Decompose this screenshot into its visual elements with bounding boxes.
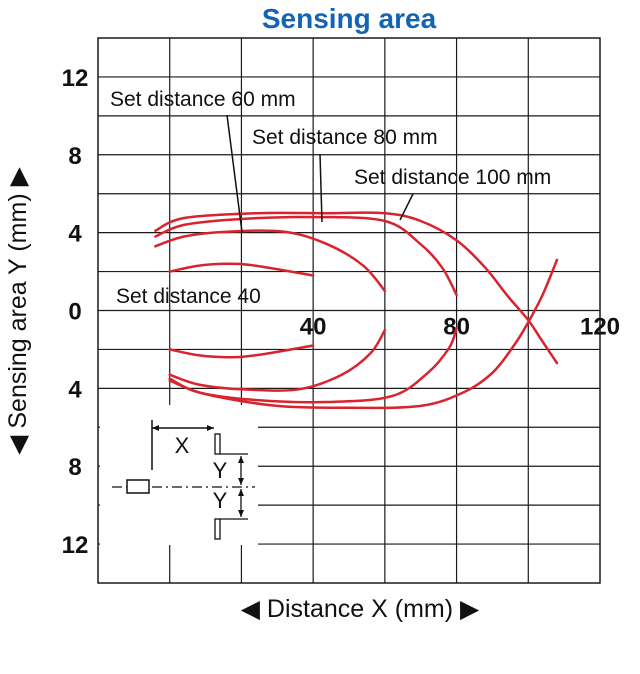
label-set-distance-40: Set distance 40 bbox=[116, 285, 261, 308]
y-axis-label: ◀ Sensing area Y (mm) ▶ bbox=[4, 166, 32, 454]
y-tick-label: 12 bbox=[62, 65, 89, 92]
leader-line-60 bbox=[226, 114, 243, 233]
label-set-distance-80: Set distance 80 mm bbox=[252, 126, 438, 149]
chart-title: Sensing area bbox=[262, 3, 437, 34]
x-axis-label: ◀ Distance X (mm) ▶ bbox=[241, 595, 480, 623]
curve-set-distance-60-mm-lower bbox=[168, 328, 387, 392]
curve-set-distance-100-mm-lower bbox=[168, 258, 559, 410]
inset-target-lower bbox=[214, 518, 221, 540]
inset-x-arrow-left bbox=[152, 425, 159, 431]
inset-background bbox=[100, 405, 258, 545]
curve-set-distance-40-upper bbox=[168, 262, 315, 277]
curve-labels: Set distance 60 mm Set distance 80 mm Se… bbox=[110, 88, 551, 308]
inset-target-upper bbox=[214, 433, 221, 455]
inset-y-label-lower: Y bbox=[213, 488, 228, 513]
label-set-distance-100: Set distance 100 mm bbox=[354, 166, 551, 189]
y-tick-label: 4 bbox=[68, 376, 82, 403]
y-tick-label: 12 bbox=[62, 532, 89, 559]
inset-sensor-body bbox=[126, 479, 150, 494]
x-tick-label: 40 bbox=[300, 314, 327, 341]
inset-x-arrow-right bbox=[207, 425, 214, 431]
label-leader-lines bbox=[226, 114, 414, 233]
leader-line-80 bbox=[319, 153, 323, 223]
label-set-distance-60: Set distance 60 mm bbox=[110, 88, 296, 111]
sensing-curves bbox=[154, 211, 559, 410]
inset-x-label: X bbox=[175, 433, 190, 458]
x-tick-label: 120 bbox=[580, 314, 620, 341]
y-tick-label: 8 bbox=[68, 143, 81, 170]
inset-y-lower-arrow-top bbox=[238, 489, 244, 496]
curve-set-distance-60-mm-upper bbox=[154, 229, 387, 293]
leader-line-100 bbox=[399, 193, 414, 221]
inset-y-upper-arrow-top bbox=[238, 456, 244, 463]
curve-set-distance-40-lower bbox=[168, 344, 315, 359]
grid bbox=[97, 37, 601, 584]
y-tick-label: 4 bbox=[68, 221, 82, 248]
inset-y-upper-arrow-bottom bbox=[238, 478, 244, 485]
y-tick-label: 8 bbox=[68, 454, 81, 481]
inset-y-lower-arrow-bottom bbox=[238, 510, 244, 517]
curve-set-distance-80-mm-upper bbox=[154, 215, 458, 297]
inset-y-label-upper: Y bbox=[213, 458, 228, 483]
y-tick-label: 0 bbox=[68, 299, 81, 326]
measurement-inset-diagram: X Y Y bbox=[112, 420, 255, 540]
